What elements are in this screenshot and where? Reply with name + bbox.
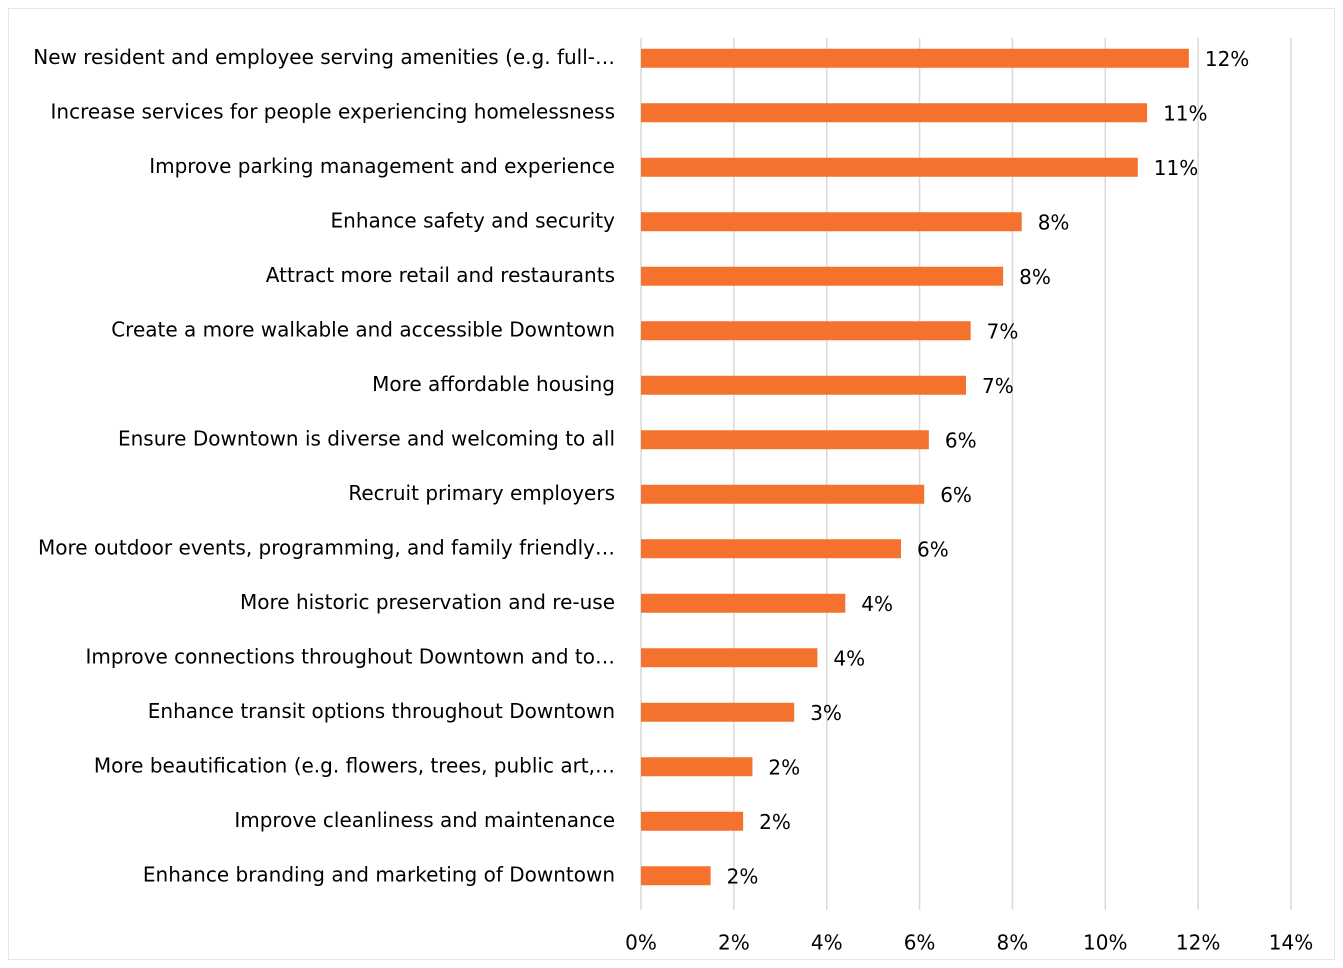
category-label: More outdoor events, programming, and fa…: [38, 535, 615, 559]
x-tick-label: 6%: [904, 931, 936, 955]
category-label: Enhance safety and security: [331, 208, 616, 232]
value-label: 12%: [1205, 47, 1249, 71]
bar: [641, 811, 744, 831]
value-label: 3%: [810, 701, 842, 725]
bar: [641, 103, 1148, 123]
category-label: More historic preservation and re-use: [240, 590, 615, 614]
value-label: 7%: [982, 374, 1014, 398]
category-label: Enhance branding and marketing of Downto…: [143, 862, 615, 886]
bar: [641, 321, 971, 341]
category-label: Create a more walkable and accessible Do…: [111, 317, 615, 341]
value-label: 8%: [1038, 210, 1070, 234]
category-label: Improve parking management and experienc…: [149, 154, 615, 178]
bar: [641, 702, 795, 722]
x-tick-label: 4%: [811, 931, 843, 955]
value-label: 2%: [768, 755, 800, 779]
bar: [641, 484, 925, 504]
x-tick-label: 12%: [1176, 931, 1220, 955]
x-tick-label: 8%: [997, 931, 1029, 955]
value-label: 11%: [1163, 101, 1207, 125]
x-tick-label: 0%: [625, 931, 657, 955]
category-label: More affordable housing: [372, 372, 615, 396]
bar: [641, 266, 1004, 286]
category-label: More beautification (e.g. flowers, trees…: [94, 753, 615, 777]
category-label: Improve cleanliness and maintenance: [234, 808, 615, 832]
category-label: Ensure Downtown is diverse and welcoming…: [118, 426, 615, 450]
bar: [641, 157, 1138, 177]
value-label: 4%: [833, 646, 865, 670]
x-tick-label: 14%: [1269, 931, 1313, 955]
bar: [641, 375, 966, 395]
category-label: Attract more retail and restaurants: [266, 263, 615, 287]
value-label: 2%: [727, 864, 759, 888]
x-tick-label: 10%: [1083, 931, 1127, 955]
bar: [641, 212, 1022, 232]
bar: [641, 593, 846, 613]
category-label: New resident and employee serving amenit…: [33, 45, 615, 69]
value-label: 8%: [1019, 265, 1051, 289]
value-label: 6%: [945, 428, 977, 452]
bar: [641, 539, 901, 559]
category-label: Enhance transit options throughout Downt…: [148, 699, 615, 723]
category-label: Increase services for people experiencin…: [51, 99, 615, 123]
value-label: 6%: [940, 483, 972, 507]
value-label: 11%: [1154, 156, 1198, 180]
bar: [641, 430, 929, 450]
value-label: 4%: [861, 592, 893, 616]
value-label: 6%: [917, 537, 949, 561]
bar: [641, 48, 1189, 68]
bar: [641, 648, 818, 668]
x-tick-label: 2%: [718, 931, 750, 955]
value-label: 7%: [987, 319, 1019, 343]
category-label: Improve connections throughout Downtown …: [86, 644, 615, 668]
bar: [641, 866, 711, 886]
bar: [641, 757, 753, 777]
category-label: Recruit primary employers: [348, 481, 615, 505]
value-label: 2%: [759, 810, 791, 834]
